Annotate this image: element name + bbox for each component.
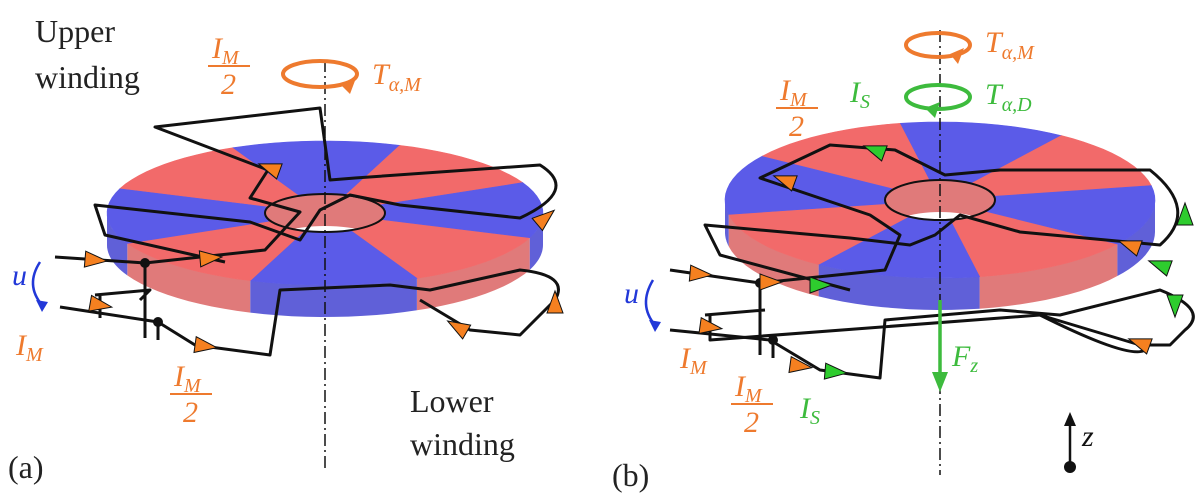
fraction-num: IM xyxy=(211,32,240,69)
lower-label: Lower xyxy=(410,383,494,419)
fraction-den: 2 xyxy=(221,68,236,101)
current-arrowhead xyxy=(1146,253,1172,276)
voltage-arrow xyxy=(646,280,655,325)
current-arrowhead xyxy=(689,265,712,283)
lower-label: winding xyxy=(410,426,515,462)
voltage-label: u xyxy=(12,259,27,292)
force-arrowhead xyxy=(932,372,948,392)
diagram: Upper winding Lower winding (a) IM 2 Tα,… xyxy=(0,0,1197,496)
current-arrowhead xyxy=(547,291,563,313)
current-arrowhead xyxy=(84,251,107,269)
axis-label: z xyxy=(1081,420,1094,453)
fraction-num: IM xyxy=(173,360,202,397)
current-label: IM xyxy=(15,329,44,366)
fraction-den: 2 xyxy=(744,406,759,439)
current-arrowhead xyxy=(1167,295,1183,317)
voltage-arrow xyxy=(33,262,42,305)
force-label: Fz xyxy=(951,340,978,377)
voltage-arrowhead xyxy=(36,300,48,312)
caption: (b) xyxy=(612,457,649,493)
z-arrowhead xyxy=(1064,412,1076,426)
current-arrowhead xyxy=(194,337,218,356)
torque-label: Tα,M xyxy=(372,58,422,96)
current-label: IM xyxy=(679,342,708,379)
current-label: IS xyxy=(849,76,870,113)
fraction-num: IM xyxy=(734,370,763,407)
voltage-label: u xyxy=(624,277,639,310)
upper-label: Upper xyxy=(35,13,115,49)
fraction-den: 2 xyxy=(789,110,804,143)
fraction-num: IM xyxy=(779,74,808,111)
current-arrowhead xyxy=(1177,203,1193,225)
fraction-den: 2 xyxy=(183,396,198,429)
torque-arrowhead xyxy=(950,48,964,64)
voltage-arrowhead xyxy=(649,320,661,332)
torque-label: Tα,M xyxy=(985,26,1035,64)
current-label: IS xyxy=(799,392,820,429)
torque-label: Tα,D xyxy=(985,78,1032,116)
current-arrowhead xyxy=(824,363,847,381)
caption: (a) xyxy=(8,449,44,485)
upper-label: winding xyxy=(35,59,140,95)
z-origin xyxy=(1064,461,1076,473)
